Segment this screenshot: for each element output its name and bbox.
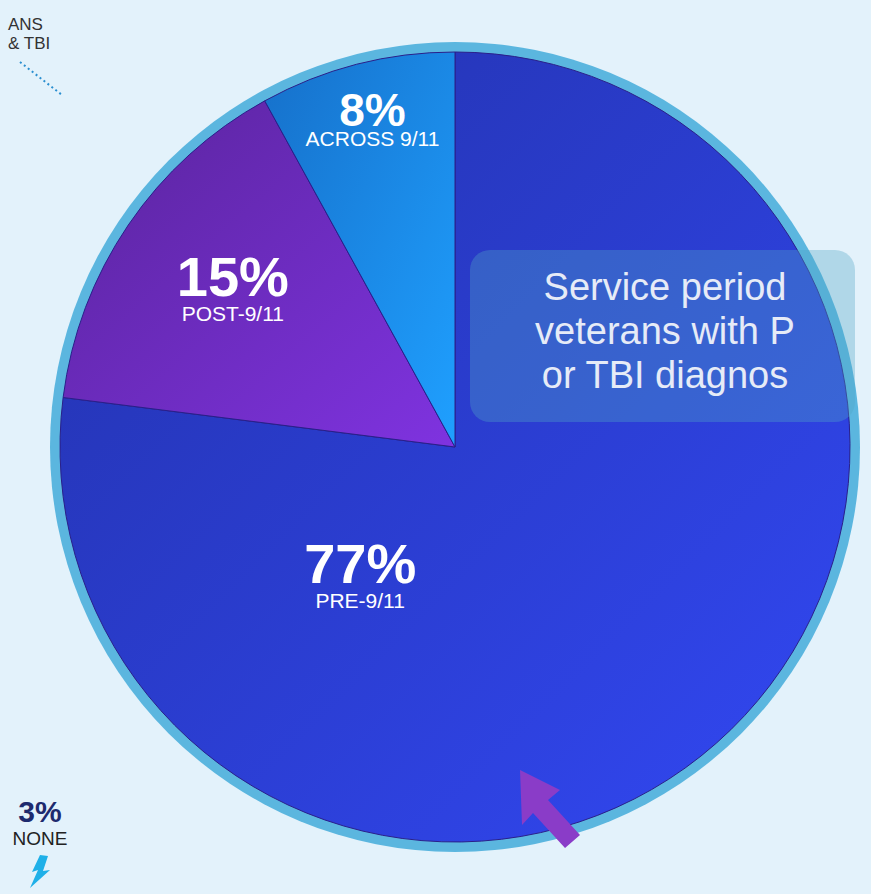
category-label: POST-9/11: [182, 302, 284, 325]
annotation: & TBI: [8, 34, 50, 53]
background: [0, 0, 871, 894]
chart: 77%PRE-9/1115%POST-9/118%ACROSS 9/11Serv…: [0, 0, 871, 894]
pie-ring: [50, 42, 860, 852]
leader-line: [20, 62, 62, 95]
data-label: 77%: [304, 532, 416, 595]
title-line: veterans with P: [535, 310, 795, 352]
pie: [60, 52, 850, 842]
data-label: 15%: [177, 245, 289, 308]
annotation: NONE: [13, 828, 68, 849]
title: Service periodveterans with Por TBI diag…: [470, 250, 855, 422]
arrow: [30, 855, 50, 888]
title-line: Service period: [544, 266, 787, 308]
annotation: ANS: [8, 15, 43, 34]
category-label: PRE-9/11: [315, 589, 405, 612]
pie-slice: [265, 52, 455, 447]
category-label: ACROSS 9/11: [306, 127, 440, 150]
labels: 77%PRE-9/1115%POST-9/118%ACROSS 9/11: [177, 84, 440, 613]
arrow: [520, 770, 580, 848]
pie-slice: [60, 52, 850, 842]
title-panel: [470, 250, 855, 422]
annotation-value: 3%: [18, 795, 61, 828]
title-line: or TBI diagnos: [542, 354, 788, 396]
